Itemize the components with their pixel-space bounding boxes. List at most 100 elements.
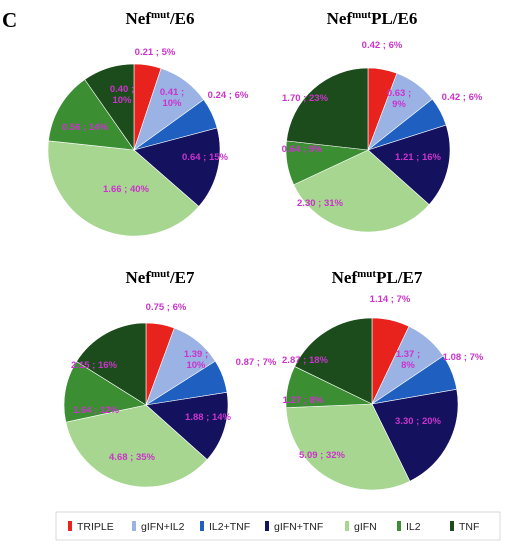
data-label-gifn-plus-il2: 1.37 ; 8% — [396, 349, 420, 371]
legend-swatch — [132, 521, 136, 531]
data-label-line: 1.88 ; 14% — [185, 412, 231, 423]
pie-slice-tnf — [286, 67, 369, 151]
legend-item-tnf: TNF — [450, 521, 479, 533]
data-label-il2: 0.56 ; 14% — [62, 122, 108, 133]
legend-label: IL2+TNF — [209, 521, 250, 533]
chart-title-base: Nef — [327, 9, 353, 28]
legend-swatch — [68, 521, 72, 531]
data-label-line: 0.41 ; — [160, 87, 184, 98]
chart-title-superscript: mut — [352, 9, 371, 21]
data-label-line: 1.70 ; 23% — [282, 93, 328, 104]
data-label-gifn-plus-il2: 0.41 ; 10% — [160, 87, 184, 109]
data-label-line: 1.21 ; 16% — [395, 152, 441, 163]
data-label-line: 5.09 ; 32% — [299, 450, 345, 461]
data-label-line: 1.64 ; 12% — [73, 405, 119, 416]
data-label-line: 0.64 ; 15% — [182, 152, 228, 163]
data-label-gifn-plus-tnf: 1.21 ; 16% — [395, 152, 441, 163]
data-label-line: 1.14 ; 7% — [370, 294, 411, 305]
chart-title-rest: /E7 — [169, 268, 195, 287]
legend-label: TRIPLE — [77, 521, 114, 533]
legend-swatch — [450, 521, 454, 531]
data-label-gifn-plus-il2: 0.63 ; 9% — [387, 88, 411, 110]
data-label-line: 2.87 ; 18% — [282, 355, 328, 366]
data-label-line: 1.27 ; 8% — [283, 395, 324, 406]
data-label-triple: 0.42 ; 6% — [362, 40, 403, 51]
legend-item-il2: IL2 — [397, 521, 421, 533]
chart-title-rest: PL/E7 — [376, 268, 423, 287]
chart-title-base: Nef — [126, 268, 152, 287]
data-label-tnf: 2.87 ; 18% — [282, 355, 328, 366]
legend-label: TNF — [459, 521, 479, 533]
pie-chart-3: Nefmut/E7 0.75 ; 6% 1.39 ; 10% 0.87 ; 7% 1.88… — [63, 268, 277, 488]
data-label-gifn-plus-il2: 1.39 ; 10% — [184, 349, 208, 371]
legend-item-gifn-plus-tnf: gIFN+TNF — [265, 521, 323, 533]
pie-slice-gifn — [47, 140, 200, 237]
legend-swatch — [200, 521, 204, 531]
legend-item-gifn: gIFN — [345, 521, 377, 533]
pie-slice-gifn — [293, 149, 430, 233]
pie-charts: Nefmut/E60.21 ; 5%0.41 ; 10%0.24 ; 6%0.64… — [47, 9, 484, 491]
data-label-line: 10% — [112, 95, 132, 106]
data-label-il2-plus-tnf: 0.42 ; 6% — [442, 92, 483, 103]
chart-title-superscript: mut — [357, 268, 376, 280]
legend-label: gIFN — [354, 521, 377, 533]
legend-item-il2-plus-tnf: IL2+TNF — [200, 521, 250, 533]
data-label-line: 1.37 ; — [396, 349, 420, 360]
pie-slice-gifn-plus-tnf — [145, 391, 229, 461]
data-label-line: 1.66 ; 40% — [103, 184, 149, 195]
data-label-line: 1.39 ; — [184, 349, 208, 360]
legend-swatch — [345, 521, 349, 531]
data-label-line: 9% — [392, 99, 406, 110]
data-label-line: 0.40 ; — [110, 84, 134, 95]
data-label-line: 0.42 ; 6% — [362, 40, 403, 51]
data-label-gifn-plus-tnf: 3.30 ; 20% — [395, 416, 441, 427]
pie-slice-gifn-plus-tnf — [133, 127, 221, 207]
pie-slice-gifn-plus-tnf — [367, 124, 451, 206]
legend-swatch — [397, 521, 401, 531]
chart-title: NefmutPL/E6 — [327, 9, 418, 28]
pie-slice-gifn-plus-tnf — [371, 388, 459, 482]
data-label-line: 3.30 ; 20% — [395, 416, 441, 427]
data-label-line: 0.42 ; 6% — [442, 92, 483, 103]
data-label-tnf: 1.70 ; 23% — [282, 93, 328, 104]
data-label-il2-plus-tnf: 0.87 ; 7% — [236, 357, 277, 368]
data-label-gifn: 1.66 ; 40% — [103, 184, 149, 195]
pie-slice-gifn — [285, 403, 411, 491]
pie-chart-1: Nefmut/E60.21 ; 5%0.41 ; 10%0.24 ; 6%0.64… — [47, 9, 249, 237]
legend-label: IL2 — [406, 521, 421, 533]
chart-title-base: Nef — [332, 268, 358, 287]
legend-item-triple: TRIPLE — [68, 521, 114, 533]
pie-slice-il2 — [48, 79, 135, 151]
legend-label: gIFN+IL2 — [141, 521, 185, 533]
data-label-line: 0.21 ; 5% — [135, 47, 176, 58]
chart-title: Nefmut/E7 — [126, 268, 195, 287]
data-label-gifn: 4.68 ; 35% — [109, 452, 155, 463]
data-label-triple: 0.75 ; 6% — [146, 302, 187, 313]
data-label-tnf: 0.40 ; 10% — [110, 84, 134, 106]
data-label-line: 10% — [162, 98, 182, 109]
chart-title-superscript: mut — [151, 9, 170, 21]
data-label-line: 10% — [186, 360, 206, 371]
pie-chart-2: NefmutPL/E6 0.42 ; 6% 0.63 ; 9% 0.42 ; 6% 1.2… — [282, 9, 483, 233]
chart-title: Nefmut/E6 — [126, 9, 195, 28]
data-label-il2: 0.64 ; 9% — [282, 144, 323, 155]
legend: TRIPLE gIFN+IL2 IL2+TNF gIFN+TNF gIFN IL2 TNF — [55, 511, 501, 541]
data-label-line: 0.63 ; — [387, 88, 411, 99]
data-label-line: 4.68 ; 35% — [109, 452, 155, 463]
legend-swatch — [265, 521, 269, 531]
panel-label: C — [2, 8, 17, 32]
data-label-line: 2.15 ; 16% — [71, 360, 117, 371]
data-label-triple: 0.21 ; 5% — [135, 47, 176, 58]
data-label-tnf: 2.15 ; 16% — [71, 360, 117, 371]
chart-title-base: Nef — [126, 9, 152, 28]
pie-slice-tnf — [294, 317, 373, 405]
data-label-il2-plus-tnf: 0.24 ; 6% — [208, 90, 249, 101]
pie-slice-gifn — [65, 404, 208, 488]
pie-slice-il2 — [63, 361, 147, 423]
data-label-line: 0.56 ; 14% — [62, 122, 108, 133]
chart-title: NefmutPL/E7 — [332, 268, 423, 287]
data-label-line: 0.64 ; 9% — [282, 144, 323, 155]
chart-title-superscript: mut — [151, 268, 170, 280]
data-label-line: 0.87 ; 7% — [236, 357, 277, 368]
legend-label: gIFN+TNF — [274, 521, 323, 533]
